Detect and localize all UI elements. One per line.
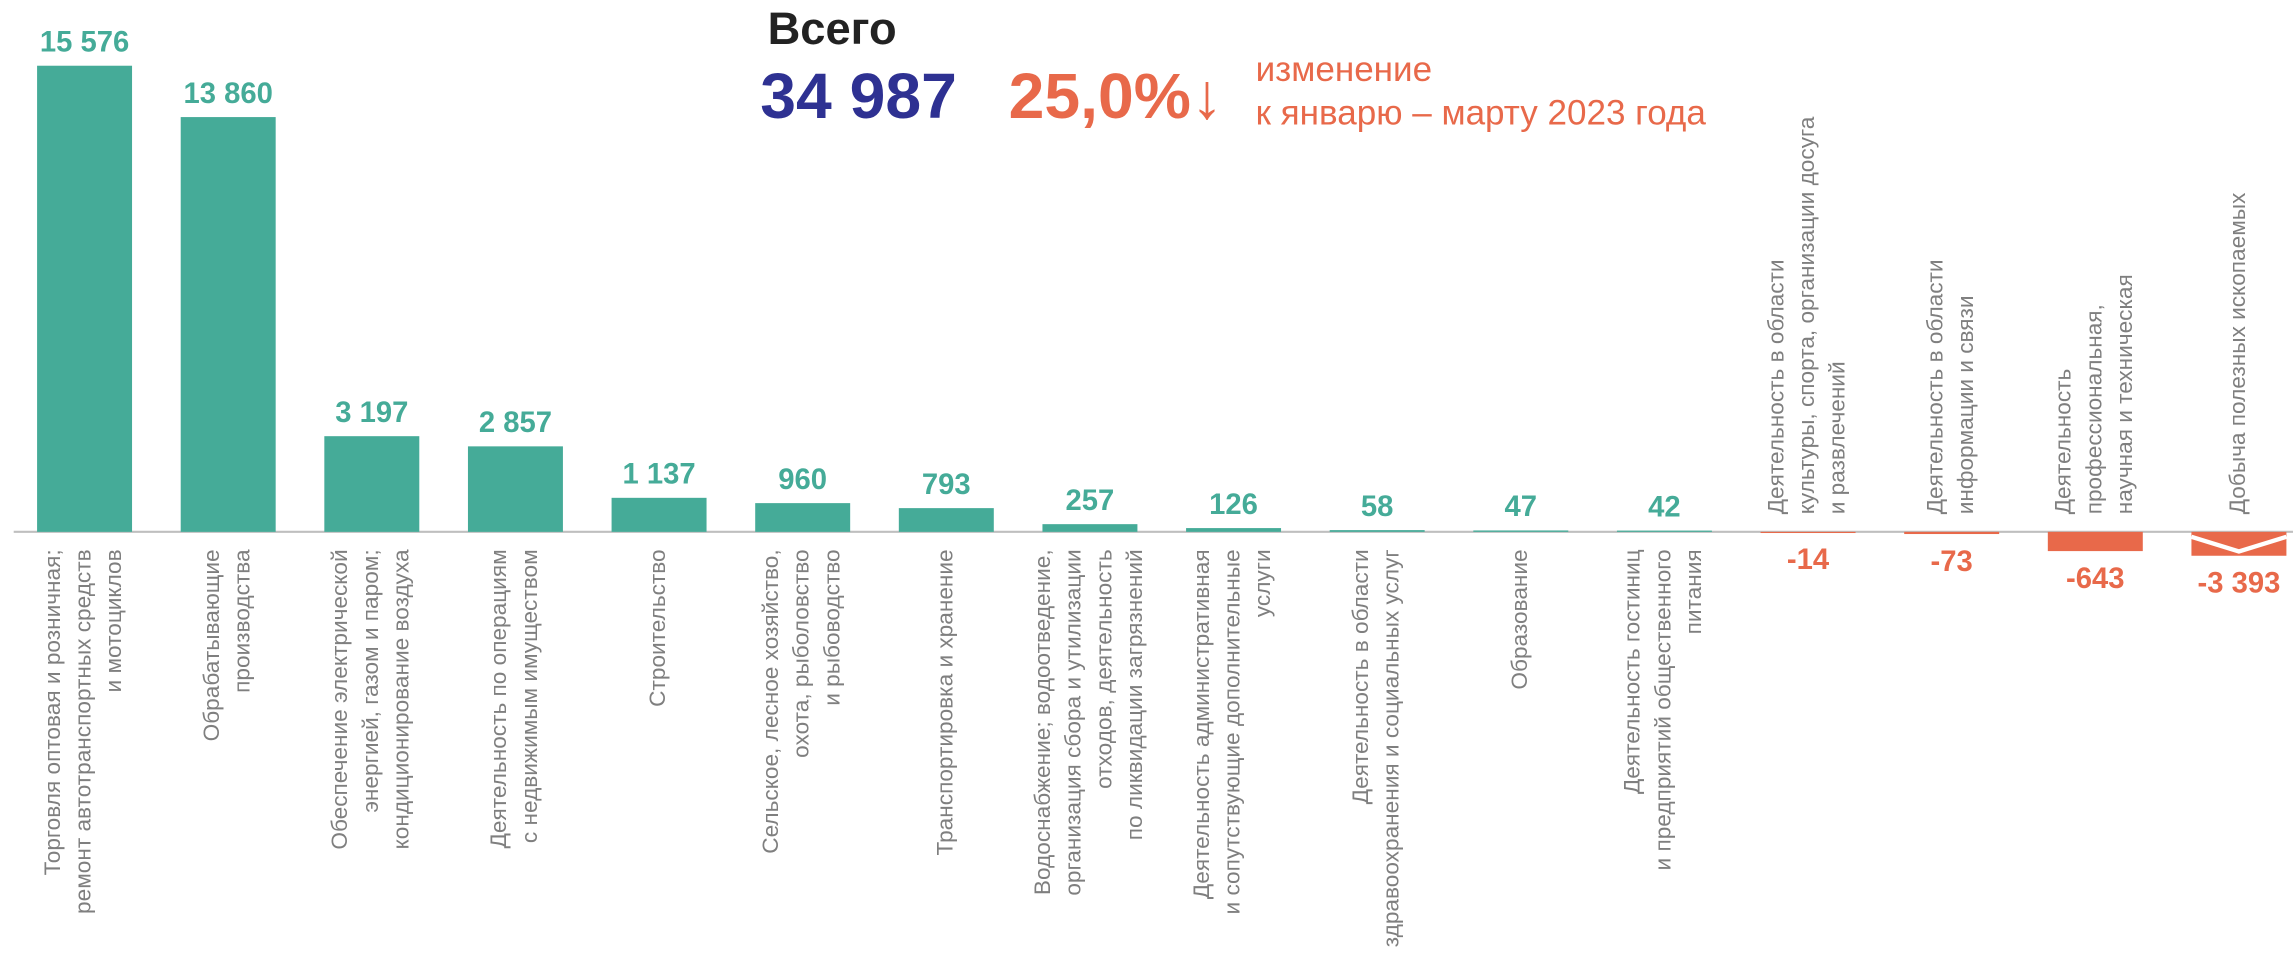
x-tick-label: Обеспечение электрической энергией, газом… bbox=[327, 549, 413, 850]
x-tick-label: Водоснабжение; водоотведение, организация… bbox=[1030, 549, 1147, 895]
bar bbox=[755, 503, 851, 532]
x-tick-label: Транспортировка и хранение bbox=[932, 549, 957, 855]
value-label: 126 bbox=[1209, 489, 1258, 521]
x-tick-label: Торговля оптовая и розничная; ремонт авто… bbox=[40, 549, 126, 914]
x-tick-label: Деятельность в области здравоохранения и … bbox=[1348, 549, 1404, 947]
value-label: 257 bbox=[1066, 485, 1115, 517]
value-label: 3 197 bbox=[335, 397, 408, 429]
value-label: 1 137 bbox=[622, 459, 695, 491]
value-label: 47 bbox=[1505, 491, 1538, 523]
change: 25,0%↓ bbox=[1009, 60, 1223, 132]
x-tick-label: Строительство bbox=[645, 549, 670, 706]
bar bbox=[180, 117, 276, 532]
bar bbox=[1042, 524, 1138, 532]
x-tick-label: Деятельность профессиональная, научная и т… bbox=[2051, 274, 2137, 514]
x-tick-label: Деятельность по операциям с недвижимым им… bbox=[486, 549, 542, 848]
value-label: 13 860 bbox=[184, 78, 273, 110]
value-label: -73 bbox=[1931, 546, 1973, 578]
bar bbox=[2047, 531, 2143, 552]
bar bbox=[1186, 528, 1282, 532]
x-tick-label: Деятельность административная и сопутству… bbox=[1189, 549, 1275, 914]
value-label: 793 bbox=[922, 469, 971, 501]
x-tick-label: Обрабатывающие производства bbox=[199, 549, 255, 741]
bar bbox=[1760, 531, 1856, 534]
value-label: 42 bbox=[1648, 491, 1681, 523]
chart-title: Всего bbox=[768, 3, 897, 54]
bar bbox=[1329, 530, 1425, 532]
value-label: -643 bbox=[2066, 563, 2124, 595]
bar bbox=[611, 497, 707, 532]
value-label: -3 393 bbox=[2197, 568, 2280, 600]
bar bbox=[324, 436, 420, 532]
subtitle: к январю – марту 2023 года bbox=[1256, 94, 1707, 133]
x-tick-label: Деятельность гостиниц и предприятий общес… bbox=[1620, 549, 1706, 870]
bar bbox=[467, 446, 563, 532]
x-tick-label: Образование bbox=[1507, 549, 1532, 689]
x-tick-label: Сельское, лесное хозяйство, охота, рыболо… bbox=[758, 549, 844, 853]
total: 34 987 bbox=[760, 60, 957, 132]
x-tick-label: Добыча полезных ископаемых bbox=[2225, 192, 2250, 514]
bar bbox=[1904, 531, 2000, 535]
value-label: 15 576 bbox=[40, 27, 129, 59]
value-label: 58 bbox=[1361, 491, 1394, 523]
value-label: 960 bbox=[778, 464, 827, 496]
axis-break bbox=[2190, 534, 2288, 554]
bar bbox=[1616, 530, 1712, 532]
value-label: 2 857 bbox=[479, 407, 552, 439]
x-tick-label: Деятельность в области информации и связи bbox=[1922, 259, 1978, 514]
x-tick-label: Деятельность в области культуры, спорта, … bbox=[1763, 116, 1849, 514]
bar bbox=[37, 65, 133, 532]
subtitle: изменение bbox=[1256, 50, 1433, 89]
bar bbox=[1473, 530, 1569, 532]
bar bbox=[2191, 531, 2287, 556]
bar bbox=[898, 508, 994, 532]
value-label: -14 bbox=[1787, 544, 1830, 576]
